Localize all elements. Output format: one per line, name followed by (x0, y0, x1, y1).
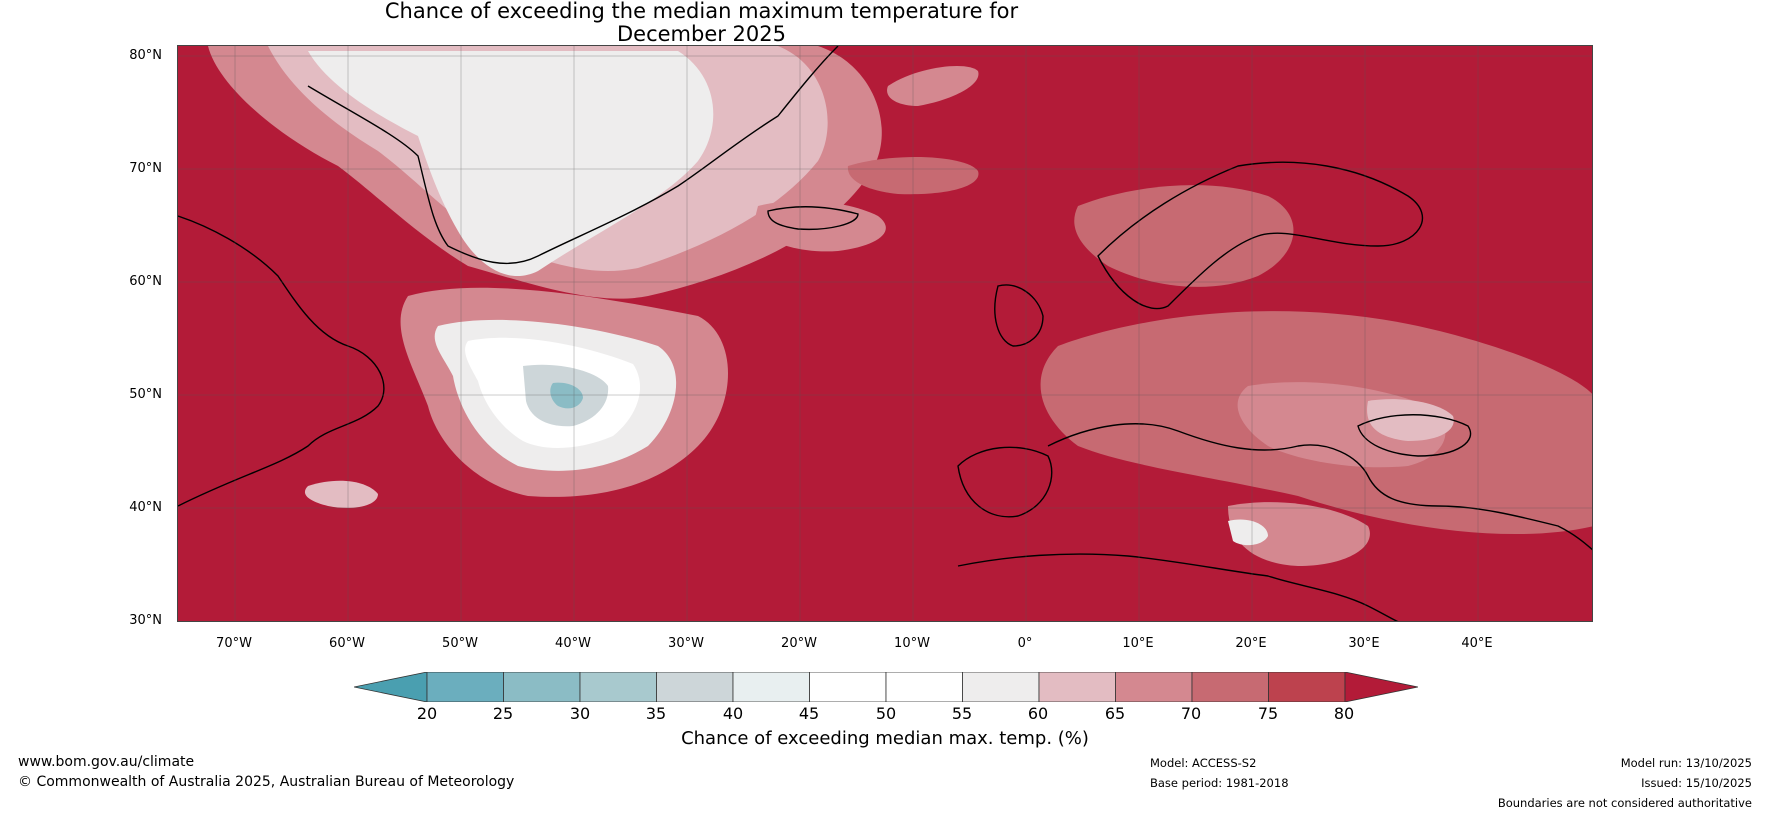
contour-newfoundland (304, 480, 378, 508)
cb-tick: 30 (569, 704, 591, 723)
map-svg (178, 46, 1592, 621)
lon-label-30w: 30°W (668, 636, 704, 651)
cb-tick: 80 (1333, 704, 1355, 723)
lat-label-80n: 80°N (129, 48, 162, 63)
contour-greenland-white (308, 51, 714, 277)
coastlines (178, 46, 1592, 621)
colorbar-label: Chance of exceeding median max. temp. (%… (681, 728, 1089, 749)
colorbar-segment (656, 672, 734, 702)
cb-tick: 70 (1180, 704, 1202, 723)
coast-africa (957, 553, 1399, 621)
colorbar (354, 672, 1418, 702)
copyright-notice: © Commonwealth of Australia 2025, Austra… (18, 774, 515, 790)
lon-label-10e: 10°E (1122, 636, 1154, 651)
coast-black-sea (1357, 414, 1472, 457)
model-run-date: Model run: 13/10/2025 (1620, 756, 1752, 770)
lon-label-10w: 10°W (894, 636, 930, 651)
cb-tick: 35 (645, 704, 667, 723)
contour-scandinavia-75 (1074, 185, 1294, 287)
colorbar-segment (579, 672, 657, 702)
colorbar-segment (1038, 672, 1116, 702)
lon-label-60w: 60°W (329, 636, 365, 651)
contour-svalbard (887, 66, 979, 106)
lat-label-30n: 30°N (129, 613, 162, 628)
colorbar-segment (885, 672, 963, 702)
coast-europe-south (1047, 423, 1592, 551)
colorbar-segments (354, 672, 1418, 702)
lon-label-0: 0° (1017, 636, 1033, 651)
lon-label-70w: 70°W (216, 636, 252, 651)
base-period: Base period: 1981-2018 (1150, 776, 1289, 790)
cb-tick: 65 (1104, 704, 1126, 723)
cb-tick: 20 (416, 704, 438, 723)
graticule (178, 46, 1592, 621)
cb-tick: 60 (1027, 704, 1049, 723)
contour-mideast-70 (1228, 502, 1370, 566)
coast-iberia (957, 446, 1053, 518)
cb-tick: 50 (875, 704, 897, 723)
coast-scandinavia (1097, 161, 1424, 310)
colorbar-segment (1268, 672, 1346, 702)
colorbar-extend-low (354, 672, 428, 702)
chart-title: Chance of exceeding the median maximum t… (0, 0, 1403, 46)
issued-date: Issued: 15/10/2025 (1641, 776, 1752, 790)
coast-canada (178, 215, 385, 507)
colorbar-segment (426, 672, 504, 702)
lon-label-20e: 20°E (1235, 636, 1267, 651)
colorbar-segment (809, 672, 887, 702)
cb-tick: 55 (951, 704, 973, 723)
lat-label-50n: 50°N (129, 387, 162, 402)
colorbar-segment (962, 672, 1040, 702)
cb-tick: 75 (1257, 704, 1279, 723)
lat-label-70n: 70°N (129, 161, 162, 176)
colorbar-segment (1191, 672, 1269, 702)
colorbar-segment (1115, 672, 1193, 702)
boundaries-disclaimer: Boundaries are not considered authoritat… (1497, 796, 1752, 810)
lon-label-30e: 30°E (1348, 636, 1380, 651)
colorbar-segment (503, 672, 581, 702)
contour-black-sea-65 (1367, 399, 1454, 441)
cb-tick: 40 (722, 704, 744, 723)
cb-tick: 25 (492, 704, 514, 723)
coast-greenland (307, 46, 839, 264)
lon-label-40e: 40°E (1461, 636, 1493, 651)
lon-label-50w: 50°W (442, 636, 478, 651)
colorbar-segment (732, 672, 810, 702)
colorbar-extend-high (1344, 672, 1418, 702)
website-url: www.bom.gov.au/climate (18, 754, 195, 770)
lat-label-40n: 40°N (129, 500, 162, 515)
contour-egypt-white (1228, 519, 1268, 546)
contour-atlantic-35 (550, 382, 583, 409)
lon-label-40w: 40°W (555, 636, 591, 651)
coast-britain (994, 284, 1044, 347)
contour-iceland-70 (753, 200, 886, 252)
title-line-1: Chance of exceeding the median maximum t… (384, 0, 1019, 23)
lon-label-20w: 20°W (781, 636, 817, 651)
cb-tick: 45 (798, 704, 820, 723)
lat-label-60n: 60°N (129, 274, 162, 289)
coast-iceland (767, 206, 859, 231)
model-name: Model: ACCESS-S2 (1150, 756, 1257, 770)
title-line-2: December 2025 (616, 22, 786, 46)
forecast-map (177, 45, 1593, 622)
